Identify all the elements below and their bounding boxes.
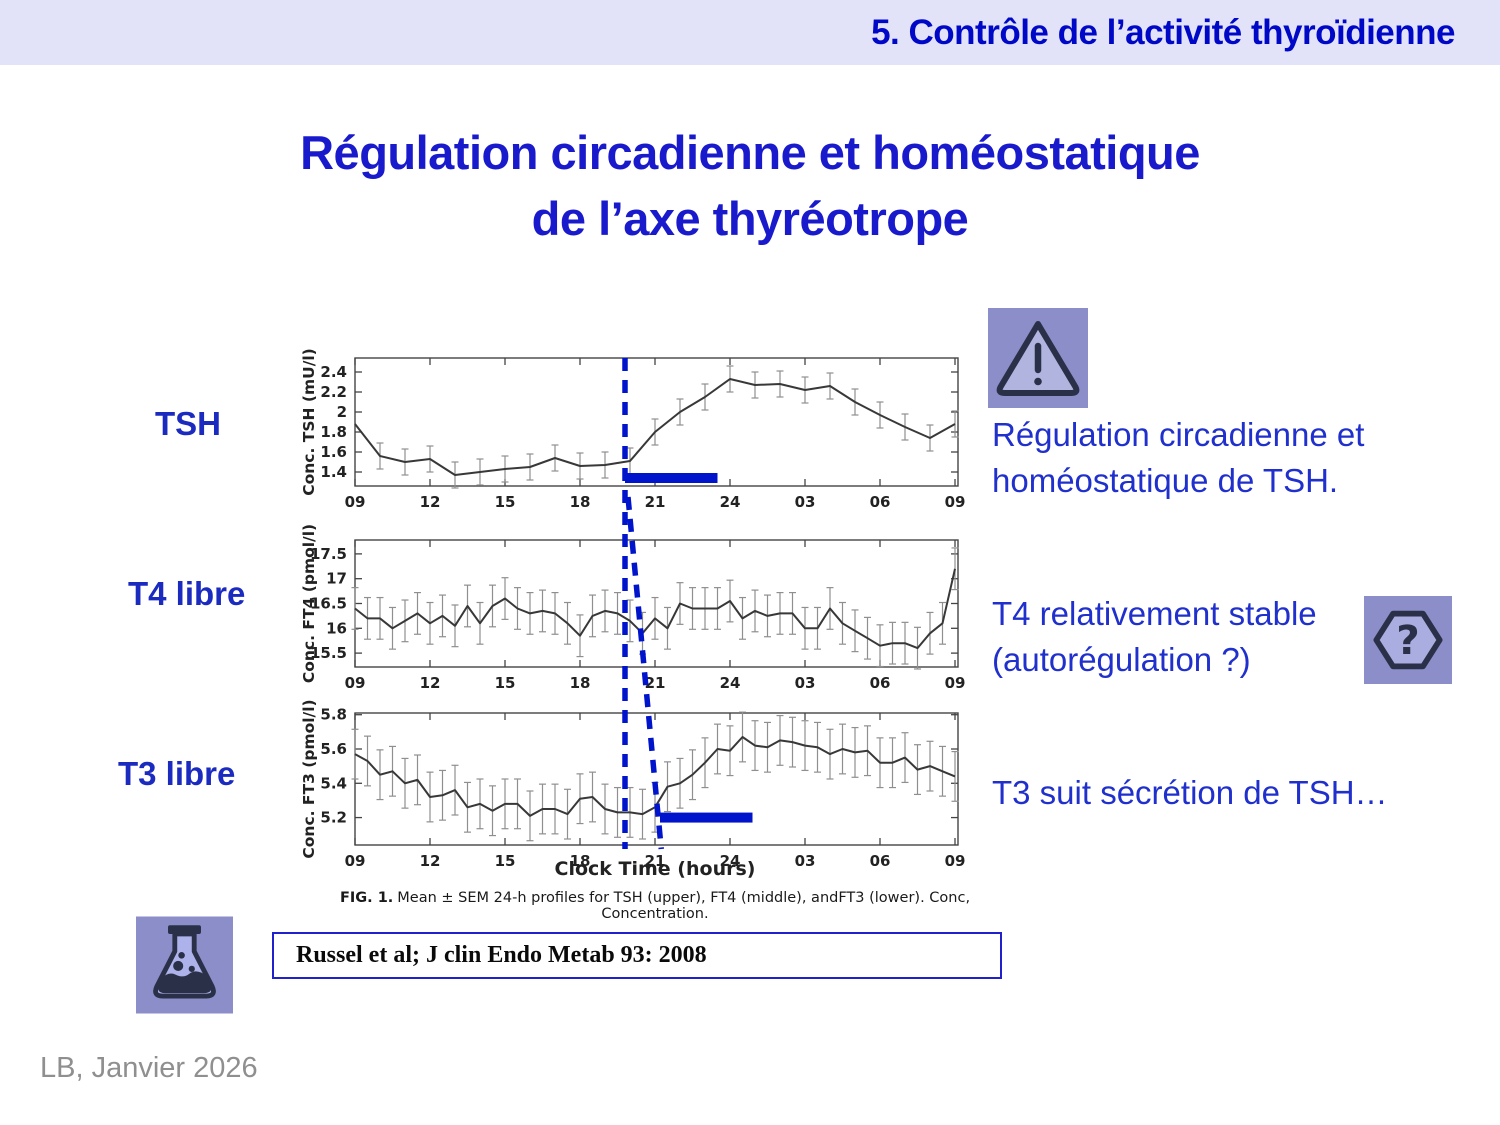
annotation-tsh-line1: Régulation circadienne et xyxy=(992,416,1365,453)
header-bar: 5. Contrôle de l’activité thyroïdienne xyxy=(0,0,1500,65)
annotation-t3: T3 suit sécrétion de TSH… xyxy=(992,770,1388,816)
svg-text:12: 12 xyxy=(420,493,441,511)
error-bars xyxy=(351,711,959,842)
svg-text:09: 09 xyxy=(945,674,966,692)
svg-text:21: 21 xyxy=(645,493,666,511)
flask-icon xyxy=(136,912,233,1018)
x-axis-title: Clock Time (hours) xyxy=(554,858,756,880)
annotation-overlays xyxy=(622,358,753,850)
svg-text:15.5: 15.5 xyxy=(310,644,347,662)
figure-caption: FIG. 1. Mean ± SEM 24-h profiles for TSH … xyxy=(305,890,1005,922)
svg-text:24: 24 xyxy=(720,674,741,692)
y-axis-label-ft3: Conc. FT3 (pmol/l) xyxy=(300,699,318,858)
row-label-t4-libre: T4 libre xyxy=(128,575,246,612)
svg-text:16: 16 xyxy=(326,619,347,637)
citation-text: Russel et al; J clin Endo Metab 93: 2008 xyxy=(296,942,707,968)
svg-text:06: 06 xyxy=(870,852,891,870)
svg-text:5.8: 5.8 xyxy=(320,706,347,724)
svg-text:1.8: 1.8 xyxy=(320,423,347,441)
header-title: 5. Contrôle de l’activité thyroïdienne xyxy=(871,12,1455,52)
row-label-tsh: TSH xyxy=(155,405,221,442)
svg-text:1.4: 1.4 xyxy=(320,463,347,481)
highlight-bar xyxy=(660,812,753,823)
svg-text:03: 03 xyxy=(795,852,816,870)
svg-text:16.5: 16.5 xyxy=(310,595,347,613)
svg-text:09: 09 xyxy=(345,493,366,511)
y-axis-label-ft4: Conc. FT4 (pmol/l) xyxy=(300,524,318,683)
page-title-line1: Régulation circadienne et homéostatique xyxy=(300,126,1200,179)
svg-text:09: 09 xyxy=(345,852,366,870)
figure-charts: 1.4 1.6 1.8 2 2.2 2.4 09 12 15 18 21 24 03 06 09 Conc. … xyxy=(300,348,965,870)
svg-text:09: 09 xyxy=(345,674,366,692)
svg-text:21: 21 xyxy=(645,852,666,870)
svg-text:24: 24 xyxy=(720,493,741,511)
dashed-slant-line xyxy=(625,496,664,850)
svg-text:18: 18 xyxy=(570,674,591,692)
svg-text:06: 06 xyxy=(870,493,891,511)
annotation-t4-line2: (autorégulation ?) xyxy=(992,641,1251,678)
series-ft4 xyxy=(354,568,956,650)
svg-text:2: 2 xyxy=(337,403,347,421)
error-bars xyxy=(376,365,959,489)
svg-text:03: 03 xyxy=(795,674,816,692)
svg-text:06: 06 xyxy=(870,674,891,692)
warning-icon xyxy=(988,307,1088,409)
page-title-line2: de l’axe thyréotrope xyxy=(531,192,969,245)
svg-text:12: 12 xyxy=(420,852,441,870)
svg-text:5.6: 5.6 xyxy=(320,740,347,758)
row-label-t3-libre: T3 libre xyxy=(118,755,236,792)
error-bars xyxy=(351,547,959,670)
footer-credit: LB, Janvier 2026 xyxy=(40,1052,258,1084)
y-axis-label-tsh: Conc. TSH (mU/l) xyxy=(300,348,318,496)
svg-text:15: 15 xyxy=(495,674,516,692)
chart-ft3: 5.2 5.4 5.6 5.8 09 12 15 18 21 24 03 06 09 Conc. FT3 … xyxy=(300,699,965,870)
svg-text:24: 24 xyxy=(720,852,741,870)
svg-text:?: ? xyxy=(1396,616,1419,664)
svg-text:21: 21 xyxy=(645,674,666,692)
svg-text:2.2: 2.2 xyxy=(320,383,347,401)
svg-text:5.2: 5.2 xyxy=(320,809,347,827)
svg-text:15: 15 xyxy=(495,493,516,511)
figure-caption-prefix: FIG. 1. xyxy=(339,890,394,906)
svg-text:17: 17 xyxy=(326,570,347,588)
svg-text:1.6: 1.6 xyxy=(320,443,347,461)
svg-text:18: 18 xyxy=(570,493,591,511)
citation-box: Russel et al; J clin Endo Metab 93: 2008 xyxy=(272,932,1002,979)
svg-text:12: 12 xyxy=(420,674,441,692)
page-title: Régulation circadienne et homéostatique … xyxy=(0,120,1500,252)
chart-ft4: 15.5 16 16.5 17 17.5 09 12 15 18 21 24 03 06 09 Conc. … xyxy=(300,524,965,692)
annotation-t3-line1: T3 suit sécrétion de TSH… xyxy=(992,774,1388,811)
figure-caption-text: Mean ± SEM 24-h profiles for TSH (upper)… xyxy=(397,890,971,922)
svg-text:15: 15 xyxy=(495,852,516,870)
svg-text:03: 03 xyxy=(795,493,816,511)
highlight-bar xyxy=(625,473,718,483)
svg-text:09: 09 xyxy=(945,852,966,870)
svg-text:09: 09 xyxy=(945,493,966,511)
annotation-t4-line1: T4 relativement stable xyxy=(992,595,1317,632)
annotation-t4: T4 relativement stable (autorégulation ?… xyxy=(992,591,1317,683)
series-tsh xyxy=(354,378,956,476)
chart-tsh: 1.4 1.6 1.8 2 2.2 2.4 09 12 15 18 21 24 03 06 09 Conc. … xyxy=(300,348,965,511)
svg-text:2.4: 2.4 xyxy=(320,363,347,381)
question-icon: ? xyxy=(1364,596,1452,684)
svg-text:18: 18 xyxy=(570,852,591,870)
annotation-tsh: Régulation circadienne et homéostatique … xyxy=(992,412,1364,504)
annotation-tsh-line2: homéostatique de TSH. xyxy=(992,462,1339,499)
svg-text:5.4: 5.4 xyxy=(320,774,347,792)
svg-text:17.5: 17.5 xyxy=(310,545,347,563)
